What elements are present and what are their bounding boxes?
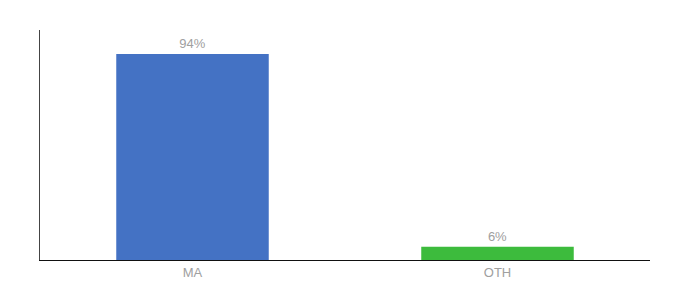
- svg-text:6%: 6%: [488, 229, 507, 244]
- svg-text:OTH: OTH: [484, 265, 511, 280]
- svg-text:MA: MA: [183, 265, 203, 280]
- svg-text:94%: 94%: [179, 36, 205, 51]
